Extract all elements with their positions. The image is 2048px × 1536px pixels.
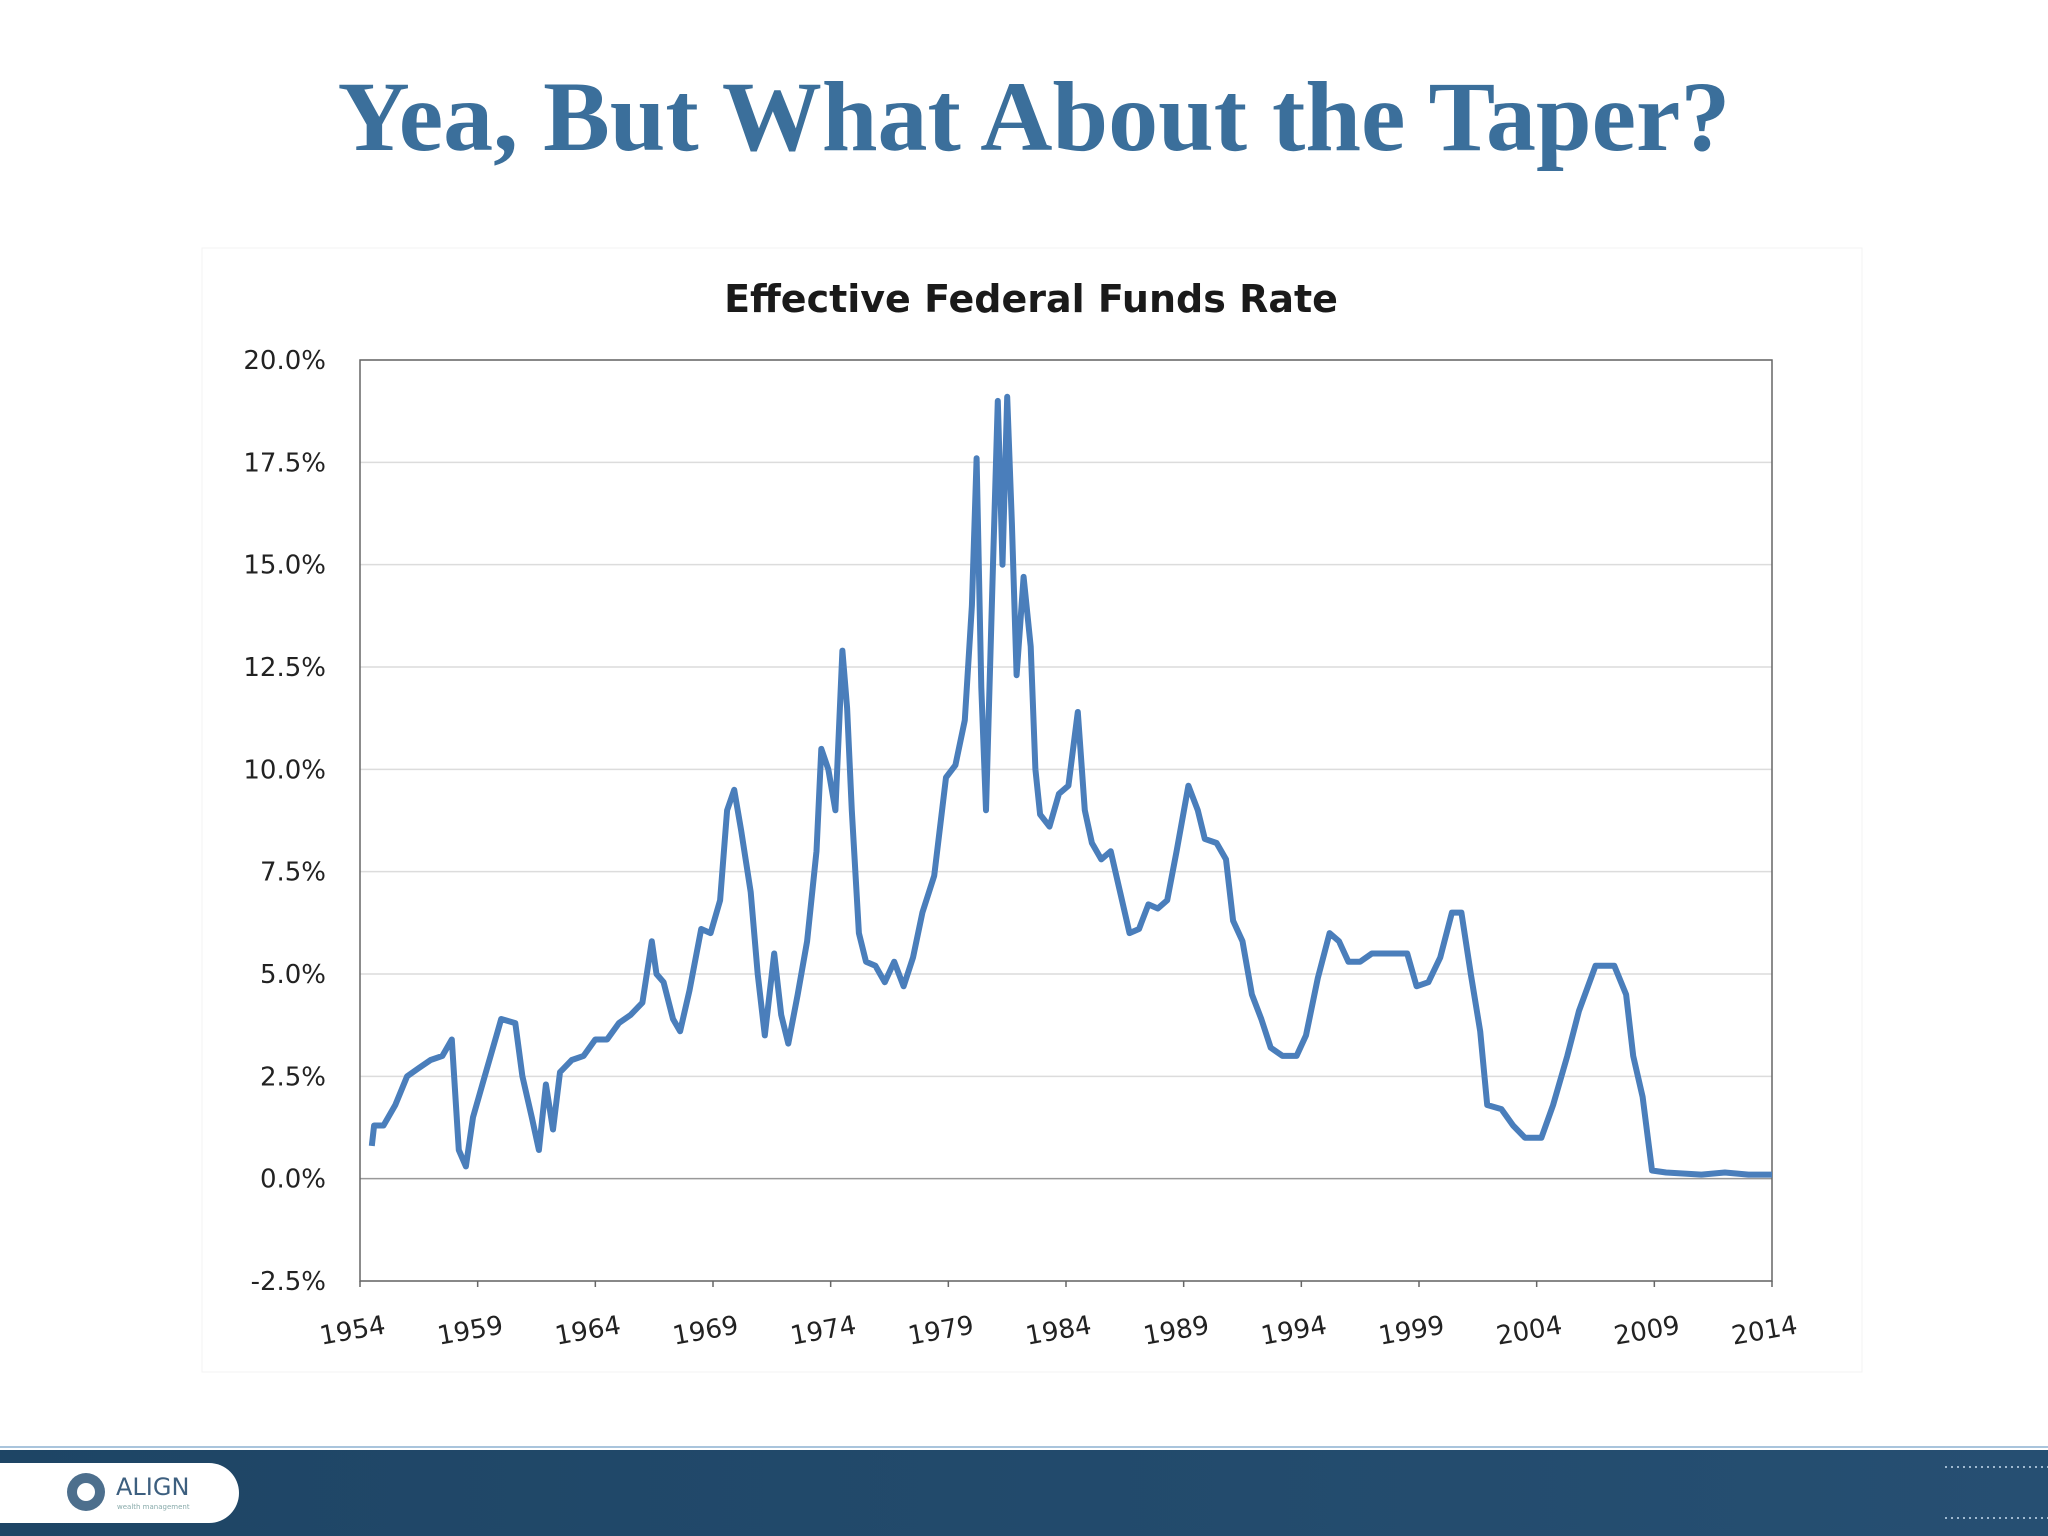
- logo-pill: [0, 1463, 239, 1523]
- y-tick-label: 20.0%: [243, 346, 326, 376]
- y-tick-label: -2.5%: [251, 1267, 326, 1297]
- y-tick-label: 15.0%: [243, 551, 326, 581]
- logo-name: ALIGN: [116, 1473, 189, 1501]
- chart-panel: [201, 247, 1863, 1373]
- y-tick-label: 17.5%: [243, 448, 326, 478]
- y-tick-label: 0.0%: [260, 1165, 326, 1195]
- y-tick-label: 7.5%: [260, 858, 326, 888]
- slide-title: Yea, But What About the Taper?: [338, 61, 1731, 172]
- logo-tagline: wealth management: [117, 1503, 190, 1511]
- y-tick-label: 5.0%: [260, 960, 326, 990]
- y-tick-label: 10.0%: [243, 755, 326, 785]
- logo-icon-inner: [77, 1483, 95, 1501]
- y-tick-label: 12.5%: [243, 653, 326, 683]
- footer-rule: [0, 1446, 2048, 1448]
- chart-title: Effective Federal Funds Rate: [724, 277, 1338, 321]
- y-tick-label: 2.5%: [260, 1062, 326, 1092]
- footer: [0, 1450, 2048, 1536]
- series-line: [368, 393, 1772, 1178]
